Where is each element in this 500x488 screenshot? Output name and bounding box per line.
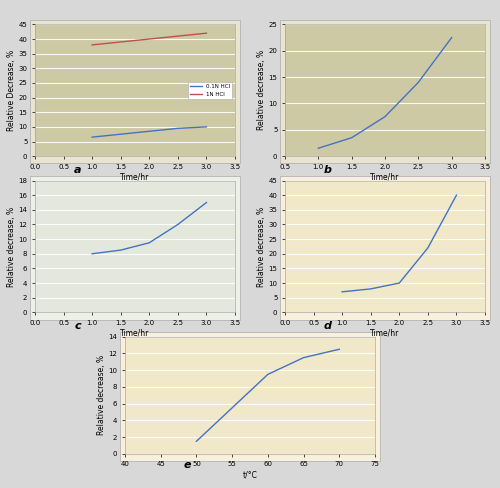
Y-axis label: Relative decrease, %: Relative decrease, % [6, 206, 16, 286]
X-axis label: Time/hr: Time/hr [370, 173, 400, 182]
Text: d: d [324, 322, 332, 331]
Text: b: b [324, 165, 332, 175]
X-axis label: Time/hr: Time/hr [120, 329, 150, 338]
X-axis label: Time/hr: Time/hr [120, 173, 150, 182]
Text: e: e [184, 461, 191, 470]
Text: c: c [74, 322, 81, 331]
Y-axis label: Relative decrease, %: Relative decrease, % [256, 206, 266, 286]
Y-axis label: Relative decrease, %: Relative decrease, % [96, 355, 106, 435]
Y-axis label: Relative decrease, %: Relative decrease, % [256, 50, 266, 130]
Legend: 0.1N HCl, 1N HCl: 0.1N HCl, 1N HCl [188, 81, 232, 99]
Text: a: a [74, 165, 81, 175]
Y-axis label: Relative Decrease, %: Relative Decrease, % [6, 50, 16, 131]
X-axis label: Time/hr: Time/hr [370, 329, 400, 338]
X-axis label: t/°C: t/°C [242, 470, 258, 479]
